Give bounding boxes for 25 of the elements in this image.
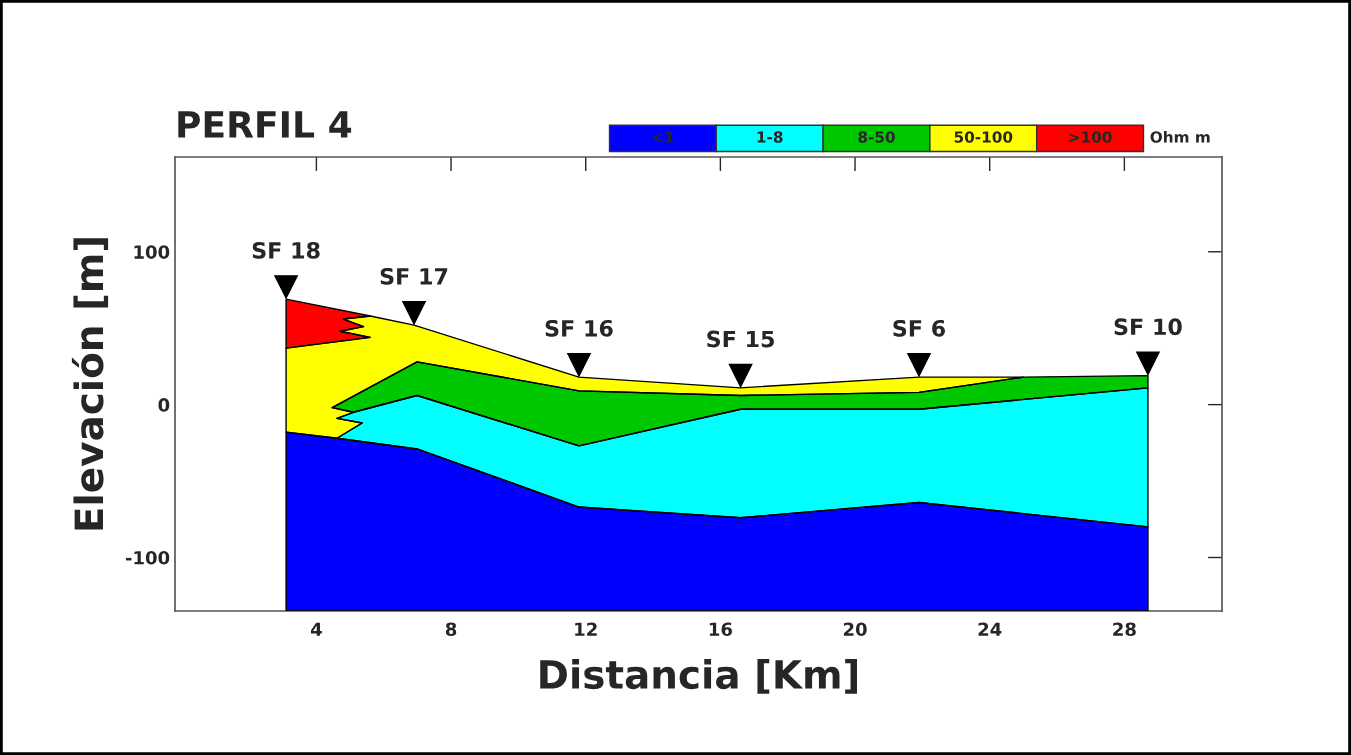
text: >100 xyxy=(1069,131,1112,143)
text: <1 xyxy=(652,131,674,143)
annotation: SF 17 xyxy=(380,267,448,285)
annotation: SF 15 xyxy=(707,330,774,348)
chart-title: PERFIL 4 xyxy=(178,111,352,138)
annotation: SF 18 xyxy=(252,241,320,259)
x-tick-label: 12 xyxy=(575,622,597,636)
annotation: SF 10 xyxy=(1114,318,1182,336)
annotation: SF 6 xyxy=(893,319,946,337)
y-tick-label: -100 xyxy=(125,550,170,565)
x-tick-label: 8 xyxy=(445,622,457,637)
y-axis-title: Elevación [m] xyxy=(71,238,109,530)
x-tick-label: 28 xyxy=(1113,622,1136,637)
x-axis-title: Distancia [Km] xyxy=(540,659,857,694)
text: 8-50 xyxy=(858,131,895,143)
legend-title: Ohm m xyxy=(1150,130,1210,143)
y-tick-label: 100 xyxy=(134,245,170,259)
text: 1-8 xyxy=(757,131,783,143)
x-tick-label: 16 xyxy=(709,622,732,637)
annotation: SF 16 xyxy=(545,319,613,337)
x-tick-label: 4 xyxy=(310,622,322,636)
y-tick-label: 0 xyxy=(158,398,170,412)
text: 50-100 xyxy=(954,131,1013,143)
x-tick-label: 24 xyxy=(978,622,1002,636)
x-tick-label: 20 xyxy=(843,622,867,637)
